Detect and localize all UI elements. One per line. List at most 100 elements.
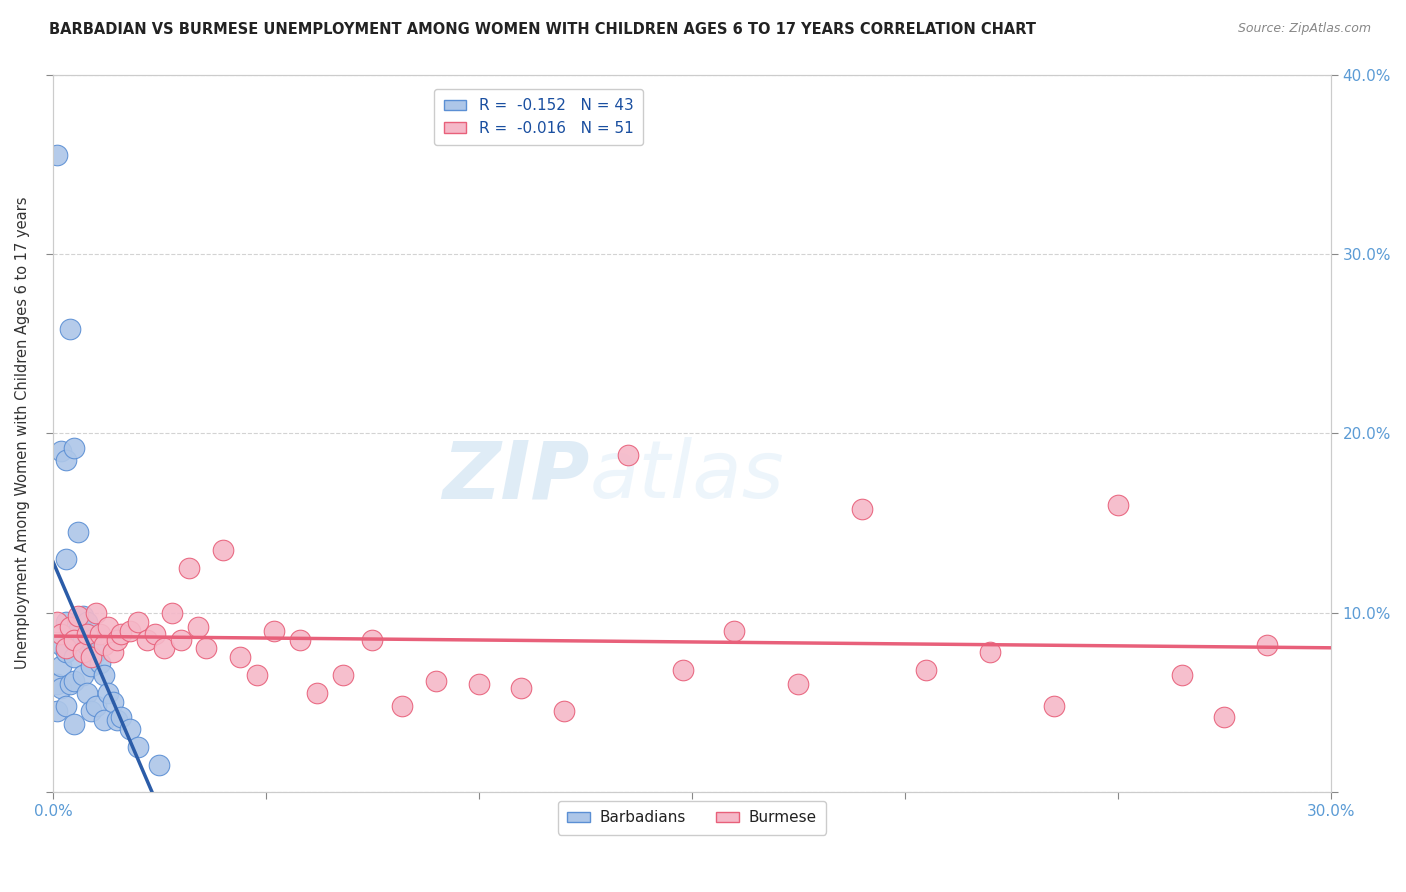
Text: Source: ZipAtlas.com: Source: ZipAtlas.com: [1237, 22, 1371, 36]
Point: [110, 627, 132, 641]
Point: [89, 627, 111, 641]
Point: [391, 698, 413, 713]
Point: [127, 615, 149, 629]
Point: [46, 704, 69, 718]
Y-axis label: Unemployment Among Women with Children Ages 6 to 17 years: Unemployment Among Women with Children A…: [15, 197, 30, 670]
Point: [263, 624, 285, 638]
Point: [51, 659, 73, 673]
Point: [63, 673, 86, 688]
Point: [152, 641, 174, 656]
Point: [46, 677, 69, 691]
Legend: Barbadians, Burmese: Barbadians, Burmese: [558, 801, 825, 835]
Point: [118, 624, 141, 638]
Point: [59, 620, 82, 634]
Point: [97, 620, 120, 634]
Point: [67, 624, 90, 638]
Point: [89, 656, 111, 670]
Point: [51, 638, 73, 652]
Point: [787, 677, 810, 691]
Point: [332, 668, 354, 682]
Point: [187, 620, 209, 634]
Point: [76, 686, 98, 700]
Point: [425, 673, 447, 688]
Point: [55, 641, 77, 656]
Point: [148, 758, 170, 772]
Text: BARBADIAN VS BURMESE UNEMPLOYMENT AMONG WOMEN WITH CHILDREN AGES 6 TO 17 YEARS C: BARBADIAN VS BURMESE UNEMPLOYMENT AMONG …: [49, 22, 1036, 37]
Point: [51, 681, 73, 695]
Point: [229, 650, 252, 665]
Point: [468, 677, 491, 691]
Point: [72, 645, 94, 659]
Point: [55, 698, 77, 713]
Point: [93, 668, 115, 682]
Point: [59, 322, 82, 336]
Point: [135, 632, 157, 647]
Point: [80, 632, 103, 647]
Point: [288, 632, 311, 647]
Point: [46, 148, 69, 162]
Point: [179, 561, 201, 575]
Point: [59, 677, 82, 691]
Point: [63, 632, 86, 647]
Point: [101, 645, 124, 659]
Point: [1107, 498, 1129, 512]
Point: [105, 713, 128, 727]
Point: [105, 632, 128, 647]
Point: [553, 704, 575, 718]
Point: [118, 722, 141, 736]
Point: [617, 448, 640, 462]
Point: [101, 695, 124, 709]
Point: [51, 627, 73, 641]
Point: [59, 627, 82, 641]
Point: [246, 668, 269, 682]
Point: [143, 627, 166, 641]
Point: [80, 704, 103, 718]
Point: [1256, 638, 1278, 652]
Point: [80, 650, 103, 665]
Point: [127, 740, 149, 755]
Point: [63, 620, 86, 634]
Point: [93, 638, 115, 652]
Text: atlas: atlas: [589, 437, 785, 516]
Point: [80, 659, 103, 673]
Point: [55, 615, 77, 629]
Text: ZIP: ZIP: [443, 437, 589, 516]
Point: [212, 542, 235, 557]
Point: [63, 650, 86, 665]
Point: [305, 686, 328, 700]
Point: [84, 698, 107, 713]
Point: [1213, 709, 1236, 723]
Point: [67, 609, 90, 624]
Point: [1043, 698, 1066, 713]
Point: [55, 645, 77, 659]
Point: [361, 632, 384, 647]
Point: [510, 681, 533, 695]
Point: [851, 501, 873, 516]
Point: [979, 645, 1001, 659]
Point: [195, 641, 218, 656]
Point: [72, 668, 94, 682]
Point: [160, 606, 183, 620]
Point: [93, 713, 115, 727]
Point: [84, 645, 107, 659]
Point: [110, 709, 132, 723]
Point: [76, 638, 98, 652]
Point: [72, 632, 94, 647]
Point: [51, 444, 73, 458]
Point: [170, 632, 193, 647]
Point: [55, 453, 77, 467]
Point: [55, 551, 77, 566]
Point: [63, 716, 86, 731]
Point: [915, 663, 938, 677]
Point: [67, 524, 90, 539]
Point: [76, 615, 98, 629]
Point: [63, 441, 86, 455]
Point: [672, 663, 695, 677]
Point: [76, 627, 98, 641]
Point: [46, 615, 69, 629]
Point: [97, 686, 120, 700]
Point: [84, 606, 107, 620]
Point: [723, 624, 745, 638]
Point: [72, 609, 94, 624]
Point: [1170, 668, 1192, 682]
